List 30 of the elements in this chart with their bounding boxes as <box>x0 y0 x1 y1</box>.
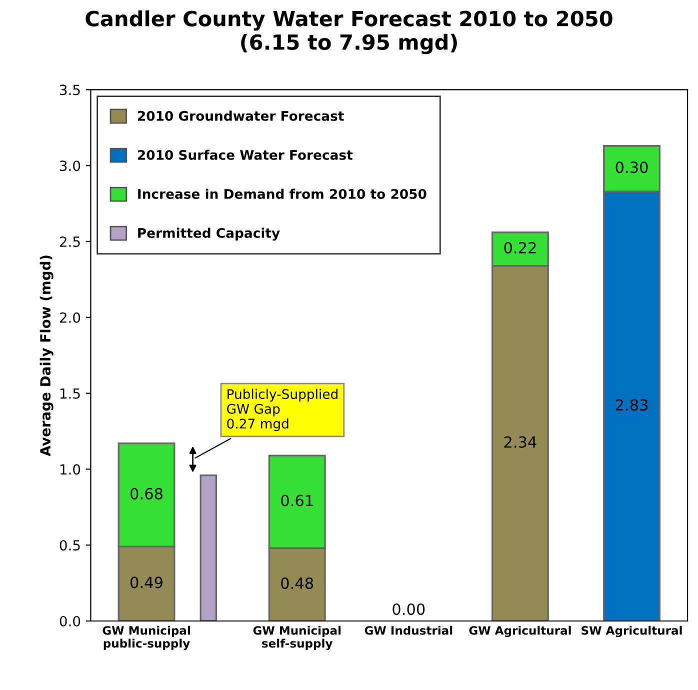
y-tick-label: 2.5 <box>60 236 80 247</box>
data-label: 0.49 <box>130 576 162 588</box>
data-label: 0.68 <box>130 488 162 500</box>
annotation: Publicly-Supplied GW Gap 0.27 mgd <box>227 388 338 432</box>
y-tick-label: 0.5 <box>60 540 80 551</box>
x-tick-label: GW Municipal self-supply <box>253 626 341 650</box>
chart-title: Candler County Water Forecast 2010 to 2050 (6.15 to 7.95 mgd) <box>86 10 612 54</box>
x-tick-label: GW Industrial <box>364 626 452 635</box>
x-tick-label: GW Municipal public-supply <box>102 626 190 650</box>
x-tick-label: GW Agricultural <box>469 626 571 638</box>
data-label: 0.48 <box>281 577 314 589</box>
y-tick-label: 3.0 <box>60 160 80 172</box>
legend-label: Increase in Demand from 2010 to 2050 <box>138 188 426 199</box>
legend-label: Permitted Capacity <box>138 228 280 241</box>
y-tick-label: 1.0 <box>60 464 80 475</box>
data-label: 2.83 <box>616 399 648 411</box>
data-label: 0.00 <box>392 603 425 616</box>
x-tick-label: SW Agricultural <box>582 626 682 638</box>
legend-label: 2010 Surface Water Forecast <box>138 150 353 160</box>
data-label: 0.30 <box>616 162 648 174</box>
y-tick-label: 0.0 <box>60 616 80 626</box>
data-label: 0.61 <box>281 494 313 506</box>
y-axis-title: Average Daily Flow (mgd) <box>40 256 54 456</box>
legend-label: 2010 Groundwater Forecast <box>138 110 344 121</box>
data-label: 0.22 <box>504 242 536 254</box>
y-tick-label: 3.5 <box>60 84 80 96</box>
y-tick-label: 1.5 <box>60 388 80 399</box>
bar <box>200 474 218 621</box>
y-tick-label: 2.0 <box>60 312 80 323</box>
data-label: 2.34 <box>504 436 536 448</box>
